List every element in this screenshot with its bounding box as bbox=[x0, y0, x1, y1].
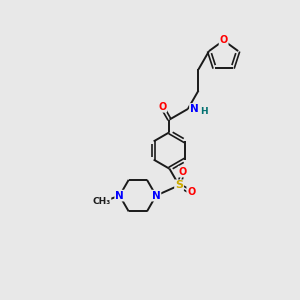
Text: N: N bbox=[190, 104, 199, 114]
Text: CH₃: CH₃ bbox=[92, 197, 110, 206]
Text: O: O bbox=[220, 35, 228, 46]
Text: O: O bbox=[178, 167, 187, 177]
Text: N: N bbox=[152, 190, 161, 201]
Text: S: S bbox=[175, 180, 183, 190]
Text: N: N bbox=[115, 190, 124, 201]
Text: O: O bbox=[158, 102, 166, 112]
Text: O: O bbox=[187, 188, 195, 197]
Text: H: H bbox=[200, 107, 208, 116]
